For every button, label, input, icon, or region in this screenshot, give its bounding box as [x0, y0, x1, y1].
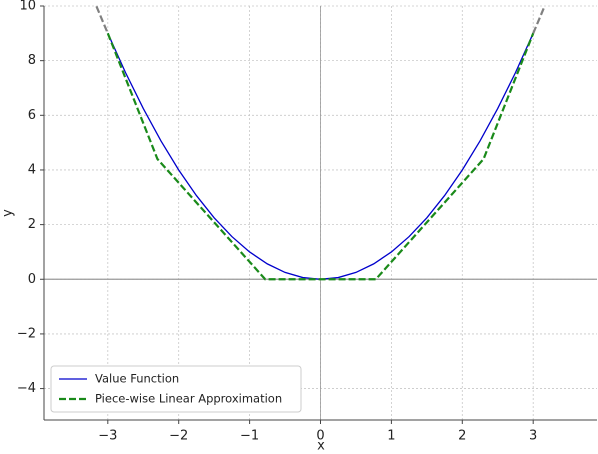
- x-tick-label: −2: [169, 429, 188, 444]
- y-axis-label: y: [1, 209, 16, 217]
- legend-box: [50, 365, 302, 413]
- y-tick-label: 2: [28, 217, 36, 232]
- x-tick-label: 2: [458, 429, 466, 444]
- y-tick-label: 8: [28, 53, 36, 68]
- x-axis-label: x: [317, 439, 325, 454]
- x-tick-label: −1: [240, 429, 259, 444]
- y-tick-label: 4: [28, 162, 36, 177]
- y-tick-label: 0: [28, 272, 36, 287]
- y-tick-label: 6: [28, 108, 36, 123]
- y-tick-label: −2: [17, 326, 36, 341]
- x-tick-label: 3: [529, 429, 537, 444]
- x-tick-label: 0: [316, 429, 324, 444]
- x-tick-label: 1: [387, 429, 395, 444]
- legend-label: Value Function: [95, 372, 179, 386]
- y-tick-label: −4: [17, 381, 36, 396]
- series-line: [95, 5, 546, 34]
- series-line: [106, 32, 535, 281]
- x-tick-label: −3: [98, 429, 117, 444]
- legend-label: Piece-wise Linear Approximation: [95, 392, 282, 406]
- y-tick-label: 10: [19, 0, 36, 14]
